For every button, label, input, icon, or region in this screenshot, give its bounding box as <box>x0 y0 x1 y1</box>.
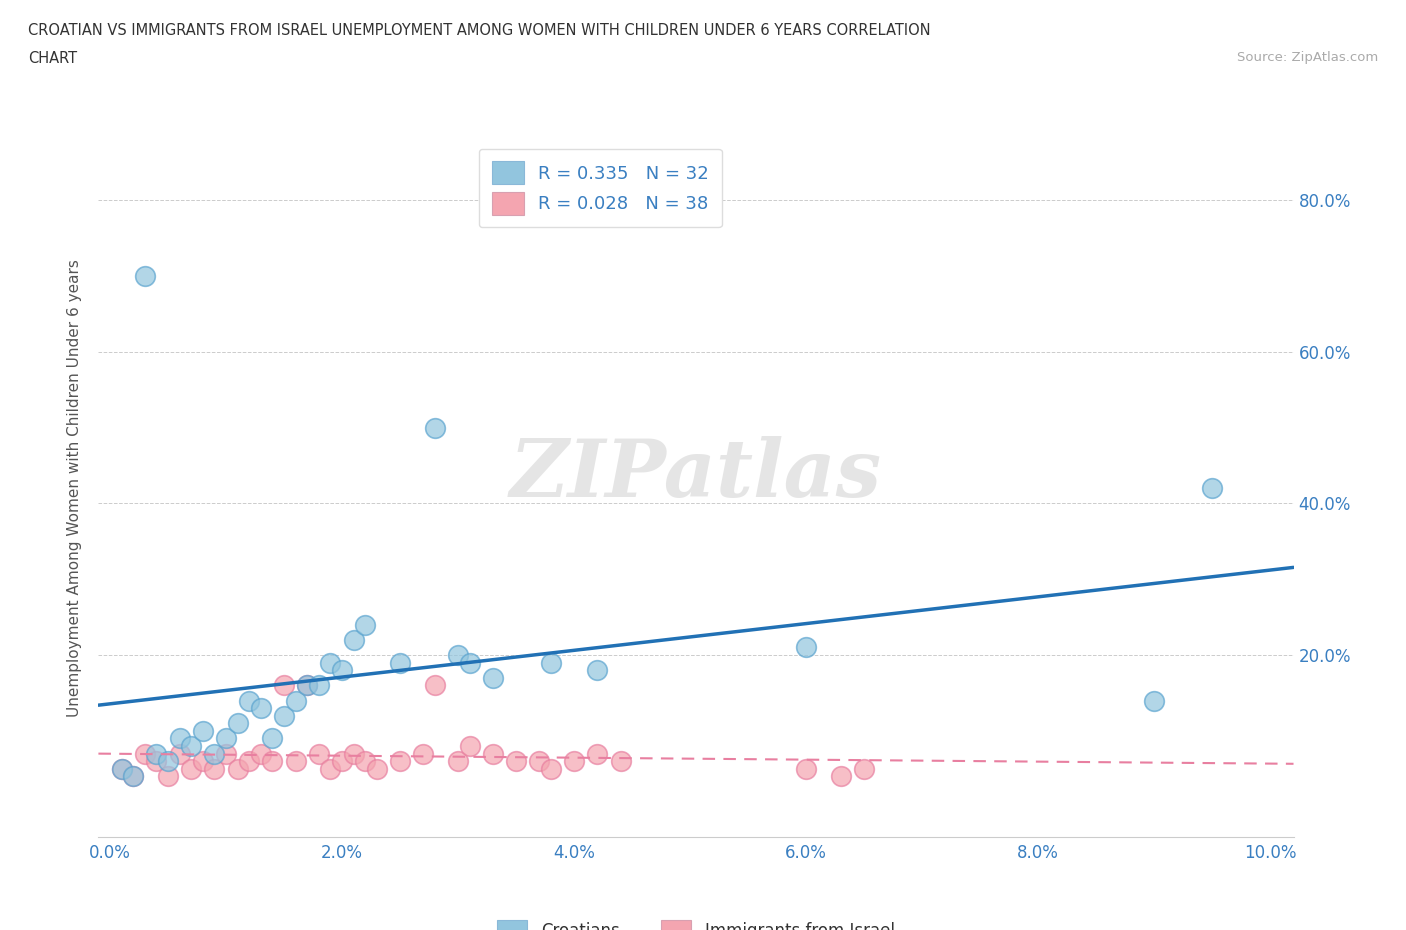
Point <box>308 678 330 693</box>
Point <box>562 753 585 768</box>
Point <box>297 678 319 693</box>
Point <box>343 632 366 647</box>
Point <box>354 753 377 768</box>
Point <box>262 753 284 768</box>
Point <box>458 656 481 671</box>
Text: Source: ZipAtlas.com: Source: ZipAtlas.com <box>1237 51 1378 64</box>
Text: ZIPatlas: ZIPatlas <box>510 435 882 513</box>
Point <box>157 753 180 768</box>
Point <box>215 746 238 761</box>
Point <box>191 753 214 768</box>
Point <box>319 656 342 671</box>
Point <box>145 746 167 761</box>
Point <box>134 746 156 761</box>
Point <box>412 746 434 761</box>
Point <box>529 753 551 768</box>
Point <box>586 746 609 761</box>
Point <box>122 769 145 784</box>
Point <box>134 269 156 284</box>
Point <box>226 716 249 731</box>
Point <box>297 678 319 693</box>
Point <box>330 753 353 768</box>
Point <box>586 663 609 678</box>
Point <box>366 762 388 777</box>
Point <box>111 762 134 777</box>
Point <box>238 693 260 708</box>
Point <box>204 762 226 777</box>
Text: CHART: CHART <box>28 51 77 66</box>
Y-axis label: Unemployment Among Women with Children Under 6 years: Unemployment Among Women with Children U… <box>67 259 83 717</box>
Point <box>330 663 353 678</box>
Point <box>250 746 273 761</box>
Point <box>262 731 284 746</box>
Point <box>204 746 226 761</box>
Point <box>389 656 412 671</box>
Point <box>482 746 505 761</box>
Point <box>389 753 412 768</box>
Point <box>226 762 249 777</box>
Point <box>273 709 295 724</box>
Point <box>458 738 481 753</box>
Point <box>540 656 562 671</box>
Point <box>180 738 202 753</box>
Point <box>853 762 876 777</box>
Point <box>308 746 330 761</box>
Point <box>111 762 134 777</box>
Point <box>180 762 202 777</box>
Point <box>1143 693 1166 708</box>
Point <box>354 618 377 632</box>
Point <box>423 420 446 435</box>
Point <box>423 678 446 693</box>
Point <box>319 762 342 777</box>
Point <box>343 746 366 761</box>
Legend: Croatians, Immigrants from Israel: Croatians, Immigrants from Israel <box>485 908 907 930</box>
Point <box>157 769 180 784</box>
Point <box>447 647 470 662</box>
Point <box>191 724 214 738</box>
Point <box>540 762 562 777</box>
Point <box>145 753 167 768</box>
Point <box>482 671 505 685</box>
Point <box>169 746 191 761</box>
Point <box>830 769 852 784</box>
Text: CROATIAN VS IMMIGRANTS FROM ISRAEL UNEMPLOYMENT AMONG WOMEN WITH CHILDREN UNDER : CROATIAN VS IMMIGRANTS FROM ISRAEL UNEMP… <box>28 23 931 38</box>
Point <box>250 700 273 715</box>
Point <box>169 731 191 746</box>
Point <box>284 693 307 708</box>
Point <box>794 640 817 655</box>
Point <box>238 753 260 768</box>
Point <box>505 753 527 768</box>
Point <box>215 731 238 746</box>
Point <box>447 753 470 768</box>
Point <box>284 753 307 768</box>
Point <box>794 762 817 777</box>
Point <box>1201 481 1223 496</box>
Point <box>273 678 295 693</box>
Point <box>122 769 145 784</box>
Point <box>609 753 631 768</box>
